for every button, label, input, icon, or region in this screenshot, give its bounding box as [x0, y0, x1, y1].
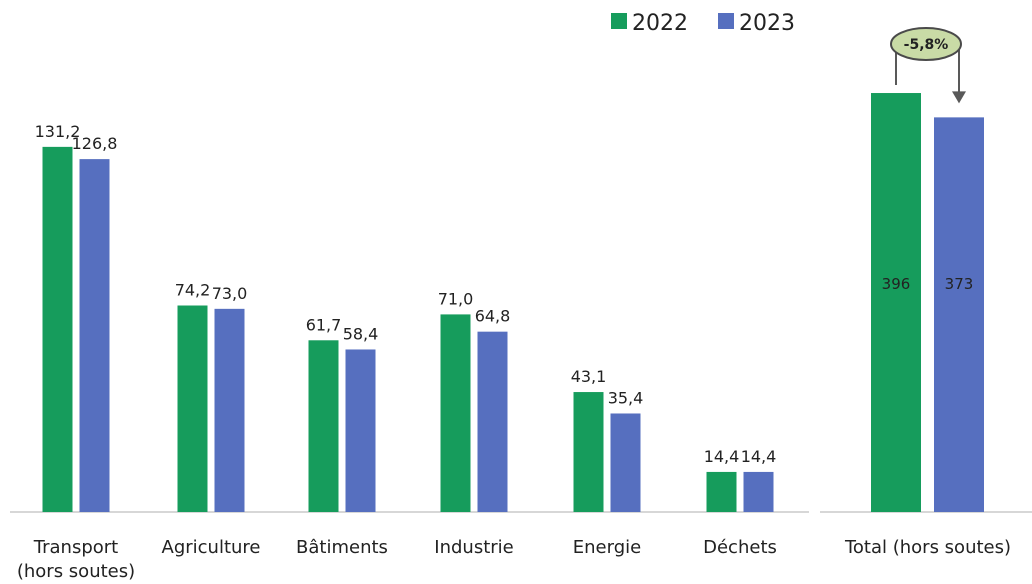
category-label-total: Total (hors soutes) — [844, 537, 1011, 558]
bar-industrie-2022 — [440, 314, 471, 512]
bar-batiments-2023 — [345, 349, 376, 512]
value-label-industrie-2023: 64,8 — [475, 307, 511, 326]
bar-energie-2022 — [573, 392, 604, 512]
value-label-agriculture-2022: 74,2 — [175, 281, 211, 300]
change-annotation: -5,8% — [890, 27, 966, 104]
value-label-dechets-2022: 14,4 — [704, 447, 740, 466]
change-badge-label: -5,8% — [904, 37, 949, 53]
category-label-industrie: Industrie — [434, 537, 513, 558]
bar-total-2022 — [871, 93, 921, 513]
bar-industrie-2023 — [477, 331, 508, 512]
legend-swatch-2023 — [718, 13, 734, 29]
bar-transport-hors-soutes-2023 — [79, 159, 110, 512]
category-label-agriculture: Agriculture — [162, 537, 261, 558]
bar-total-2023 — [934, 117, 984, 512]
value-label-agriculture-2023: 73,0 — [212, 284, 248, 303]
value-label-batiments-2022: 61,7 — [306, 315, 342, 334]
bar-transport-hors-soutes-2022 — [42, 146, 73, 512]
bar-dechets-2022 — [706, 471, 737, 512]
value-label-energie-2023: 35,4 — [608, 388, 644, 407]
category-label-transport-hors-soutes-line-2: (hors soutes) — [17, 561, 135, 582]
legend-label-2022: 2022 — [632, 11, 688, 36]
change-arrowhead-icon — [952, 91, 966, 104]
value-label-energie-2022: 43,1 — [571, 367, 607, 386]
chart-legend: 2022 2023 — [611, 11, 795, 36]
legend-swatch-2022 — [611, 13, 627, 29]
value-label-total-2023: 373 — [945, 275, 974, 293]
value-label-total-2022: 396 — [882, 275, 911, 293]
bar-energie-2023 — [610, 413, 641, 512]
value-label-transport-hors-soutes-2023: 126,8 — [72, 134, 118, 153]
category-label-batiments: Bâtiments — [296, 537, 388, 558]
legend-label-2023: 2023 — [739, 11, 795, 36]
change-badge — [890, 27, 962, 61]
total-chart: 396 373 Total (hors soutes) — [820, 93, 1032, 558]
value-label-dechets-2023: 14,4 — [741, 447, 777, 466]
value-label-batiments-2023: 58,4 — [343, 324, 379, 343]
category-label-dechets: Déchets — [703, 537, 777, 558]
category-label-energie: Energie — [573, 537, 641, 558]
bar-batiments-2022 — [308, 340, 339, 512]
bar-agriculture-2022 — [177, 305, 208, 512]
bar-dechets-2023 — [743, 471, 774, 512]
value-label-industrie-2022: 71,0 — [438, 289, 474, 308]
category-label-transport-hors-soutes-line-1: Transport — [33, 537, 118, 558]
value-label-transport-hors-soutes-2022: 131,2 — [35, 122, 81, 141]
bar-agriculture-2023 — [214, 308, 245, 512]
